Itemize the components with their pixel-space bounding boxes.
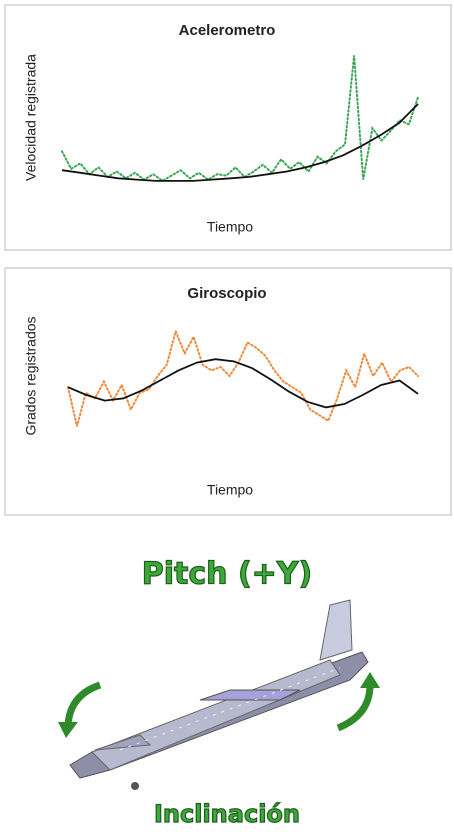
arrow — [68, 685, 100, 725]
chart-title: Acelerometro — [179, 22, 276, 39]
x-axis-label: Tiempo — [207, 219, 253, 235]
chart-title: Giroscopio — [187, 285, 266, 302]
x-axis-label: Tiempo — [207, 482, 253, 498]
airplane — [70, 600, 368, 790]
illustration-title: Pitch (+Y) — [142, 557, 312, 592]
panel — [5, 5, 451, 250]
arrow-head — [360, 672, 380, 688]
y-axis-label: Grados registrados — [23, 316, 39, 435]
arrow — [338, 685, 370, 728]
arrow-head — [58, 722, 78, 738]
y-axis-label: Velocidad registrada — [23, 54, 39, 181]
illustration-caption: Inclinación — [154, 800, 300, 828]
page: Pitch (+Y) Inclinación Acelerometro Tiemp… — [0, 0, 454, 835]
panel — [5, 268, 451, 515]
